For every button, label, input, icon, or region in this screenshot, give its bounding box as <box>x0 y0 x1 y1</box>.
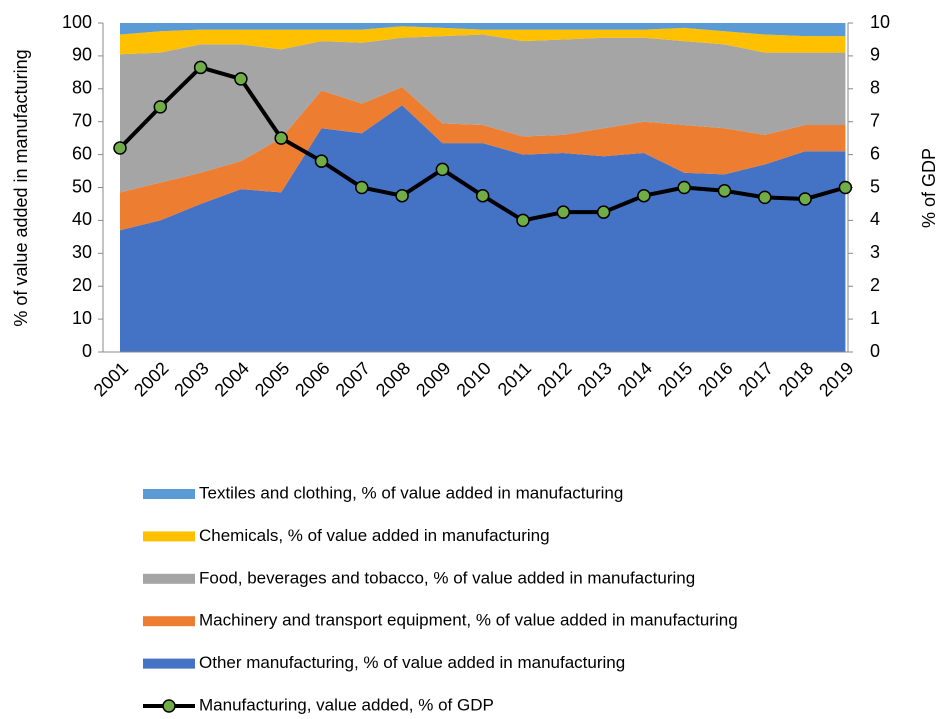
y-tick-label: 0 <box>82 341 92 361</box>
y-tick-label: 60 <box>72 143 92 163</box>
x-tick-label: 2019 <box>815 358 857 400</box>
y2-tick-label: 9 <box>870 45 880 65</box>
marker <box>556 205 571 219</box>
marker <box>596 205 611 219</box>
x-tick-label: 2018 <box>775 358 817 400</box>
y-axis-title: % of value added in manufacturing <box>11 49 31 326</box>
legend-swatch <box>143 616 195 627</box>
marker <box>516 213 530 228</box>
x-tick-label: 2003 <box>170 358 212 400</box>
area <box>120 26 846 55</box>
y-tick-label: 10 <box>72 308 92 328</box>
y2-tick-label: 10 <box>870 12 890 32</box>
legend-label: Manufacturing, value added, % of GDP <box>199 695 494 714</box>
y-tick-label: 30 <box>72 242 92 262</box>
area <box>120 23 846 37</box>
x-tick-label: 2006 <box>291 358 333 400</box>
x-tick-label: 2014 <box>614 358 656 400</box>
y2-tick-label: 8 <box>870 78 880 98</box>
legend-swatch <box>143 573 195 584</box>
legend-swatch <box>143 531 195 542</box>
y-tick-label: 50 <box>72 176 92 196</box>
y2-axis-title: % of GDP <box>919 148 939 228</box>
y2-tick-label: 3 <box>870 242 880 262</box>
marker <box>637 188 651 203</box>
y2-tick-label: 5 <box>870 176 880 196</box>
y2-tick-label: 6 <box>870 143 880 163</box>
legend-label: Other manufacturing, % of value added in… <box>199 653 625 672</box>
legend-label: Chemicals, % of value added in manufactu… <box>199 526 550 545</box>
legend-swatch <box>143 489 195 499</box>
x-tick-label: 2017 <box>735 358 777 400</box>
legend-label: Machinery and transport equipment, % of … <box>199 611 738 630</box>
marker <box>314 154 329 168</box>
marker <box>193 60 208 75</box>
marker <box>395 188 409 203</box>
x-tick-label: 2013 <box>573 358 615 400</box>
y2-tick-label: 1 <box>870 308 880 328</box>
marker <box>838 180 853 195</box>
marker <box>113 141 127 155</box>
marker <box>153 100 168 114</box>
x-tick-label: 2012 <box>533 358 575 400</box>
marker <box>435 162 450 177</box>
x-tick-label: 2015 <box>654 358 696 400</box>
marker <box>234 72 248 86</box>
area <box>120 34 846 193</box>
x-tick-label: 2011 <box>494 358 536 400</box>
x-tick-label: 2002 <box>130 358 172 400</box>
marker <box>677 180 691 195</box>
marker <box>475 188 490 203</box>
y2-tick-label: 2 <box>870 275 880 295</box>
y-tick-label: 20 <box>72 275 92 295</box>
marker <box>274 131 288 145</box>
x-tick-label: 2004 <box>211 358 253 400</box>
legend-label: Textiles and clothing, % of value added … <box>199 483 623 502</box>
marker <box>758 190 772 205</box>
marker <box>355 180 369 195</box>
x-tick-label: 2016 <box>694 358 736 400</box>
y2-tick-label: 0 <box>870 341 880 361</box>
marker <box>798 192 812 206</box>
marker <box>717 184 732 198</box>
x-tick-label: 2008 <box>372 358 414 400</box>
x-tick-label: 2005 <box>251 358 293 400</box>
legend-swatch <box>162 699 176 713</box>
y2-tick-label: 7 <box>870 110 880 130</box>
legend-label: Food, beverages and tobacco, % of value … <box>199 568 695 587</box>
x-tick-label: 2007 <box>332 358 374 400</box>
x-tick-label: 2001 <box>90 358 132 400</box>
y-tick-label: 100 <box>62 12 92 32</box>
y-tick-label: 70 <box>72 110 92 130</box>
x-tick-label: 2009 <box>412 358 454 400</box>
y-tick-label: 90 <box>72 45 92 65</box>
area <box>120 105 846 352</box>
area <box>120 87 846 231</box>
y-tick-label: 40 <box>72 209 92 229</box>
y-tick-label: 80 <box>72 78 92 98</box>
y2-tick-label: 4 <box>870 209 880 229</box>
x-tick-label: 2010 <box>452 358 494 400</box>
legend-swatch <box>143 658 195 669</box>
